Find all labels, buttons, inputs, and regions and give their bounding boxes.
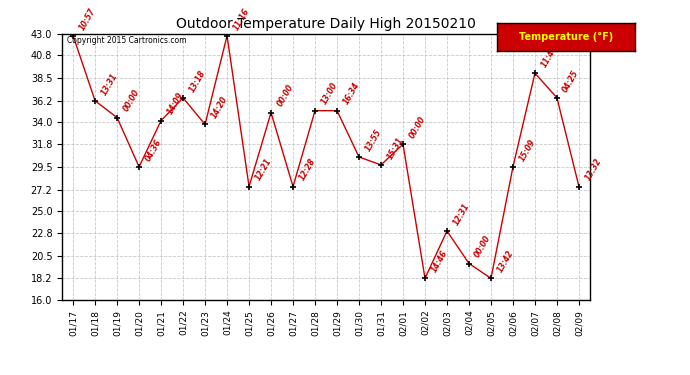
Text: 10:57: 10:57	[77, 6, 97, 32]
Text: 04:36: 04:36	[144, 137, 163, 163]
Text: 15:09: 15:09	[517, 137, 537, 163]
Text: 12:21: 12:21	[253, 157, 273, 182]
Text: 11:16: 11:16	[231, 6, 251, 32]
Text: Copyright 2015 Cartronics.com: Copyright 2015 Cartronics.com	[68, 36, 187, 45]
Text: 13:55: 13:55	[363, 128, 383, 153]
Text: 04:25: 04:25	[561, 68, 581, 94]
Text: 16:34: 16:34	[341, 81, 361, 106]
Text: 13:32: 13:32	[583, 157, 603, 182]
Text: 13:31: 13:31	[99, 71, 119, 97]
Text: 13:42: 13:42	[495, 249, 515, 274]
Text: 11:44: 11:44	[539, 44, 559, 69]
Text: 14:20: 14:20	[209, 95, 229, 120]
Text: 00:00: 00:00	[473, 234, 493, 260]
Text: 00:00: 00:00	[275, 83, 295, 108]
Text: 12:28: 12:28	[297, 157, 317, 182]
Text: 12:31: 12:31	[451, 201, 471, 227]
Text: Temperature (°F): Temperature (°F)	[519, 32, 613, 42]
Text: 15:31: 15:31	[385, 135, 405, 161]
Text: 13:18: 13:18	[187, 68, 207, 94]
Title: Outdoor Temperature Daily High 20150210: Outdoor Temperature Daily High 20150210	[176, 17, 476, 31]
Text: 00:00: 00:00	[121, 88, 141, 113]
Text: 13:00: 13:00	[319, 81, 339, 106]
Text: 14:46: 14:46	[429, 249, 449, 274]
Text: 14:09: 14:09	[165, 91, 185, 116]
Text: 00:00: 00:00	[407, 115, 427, 140]
